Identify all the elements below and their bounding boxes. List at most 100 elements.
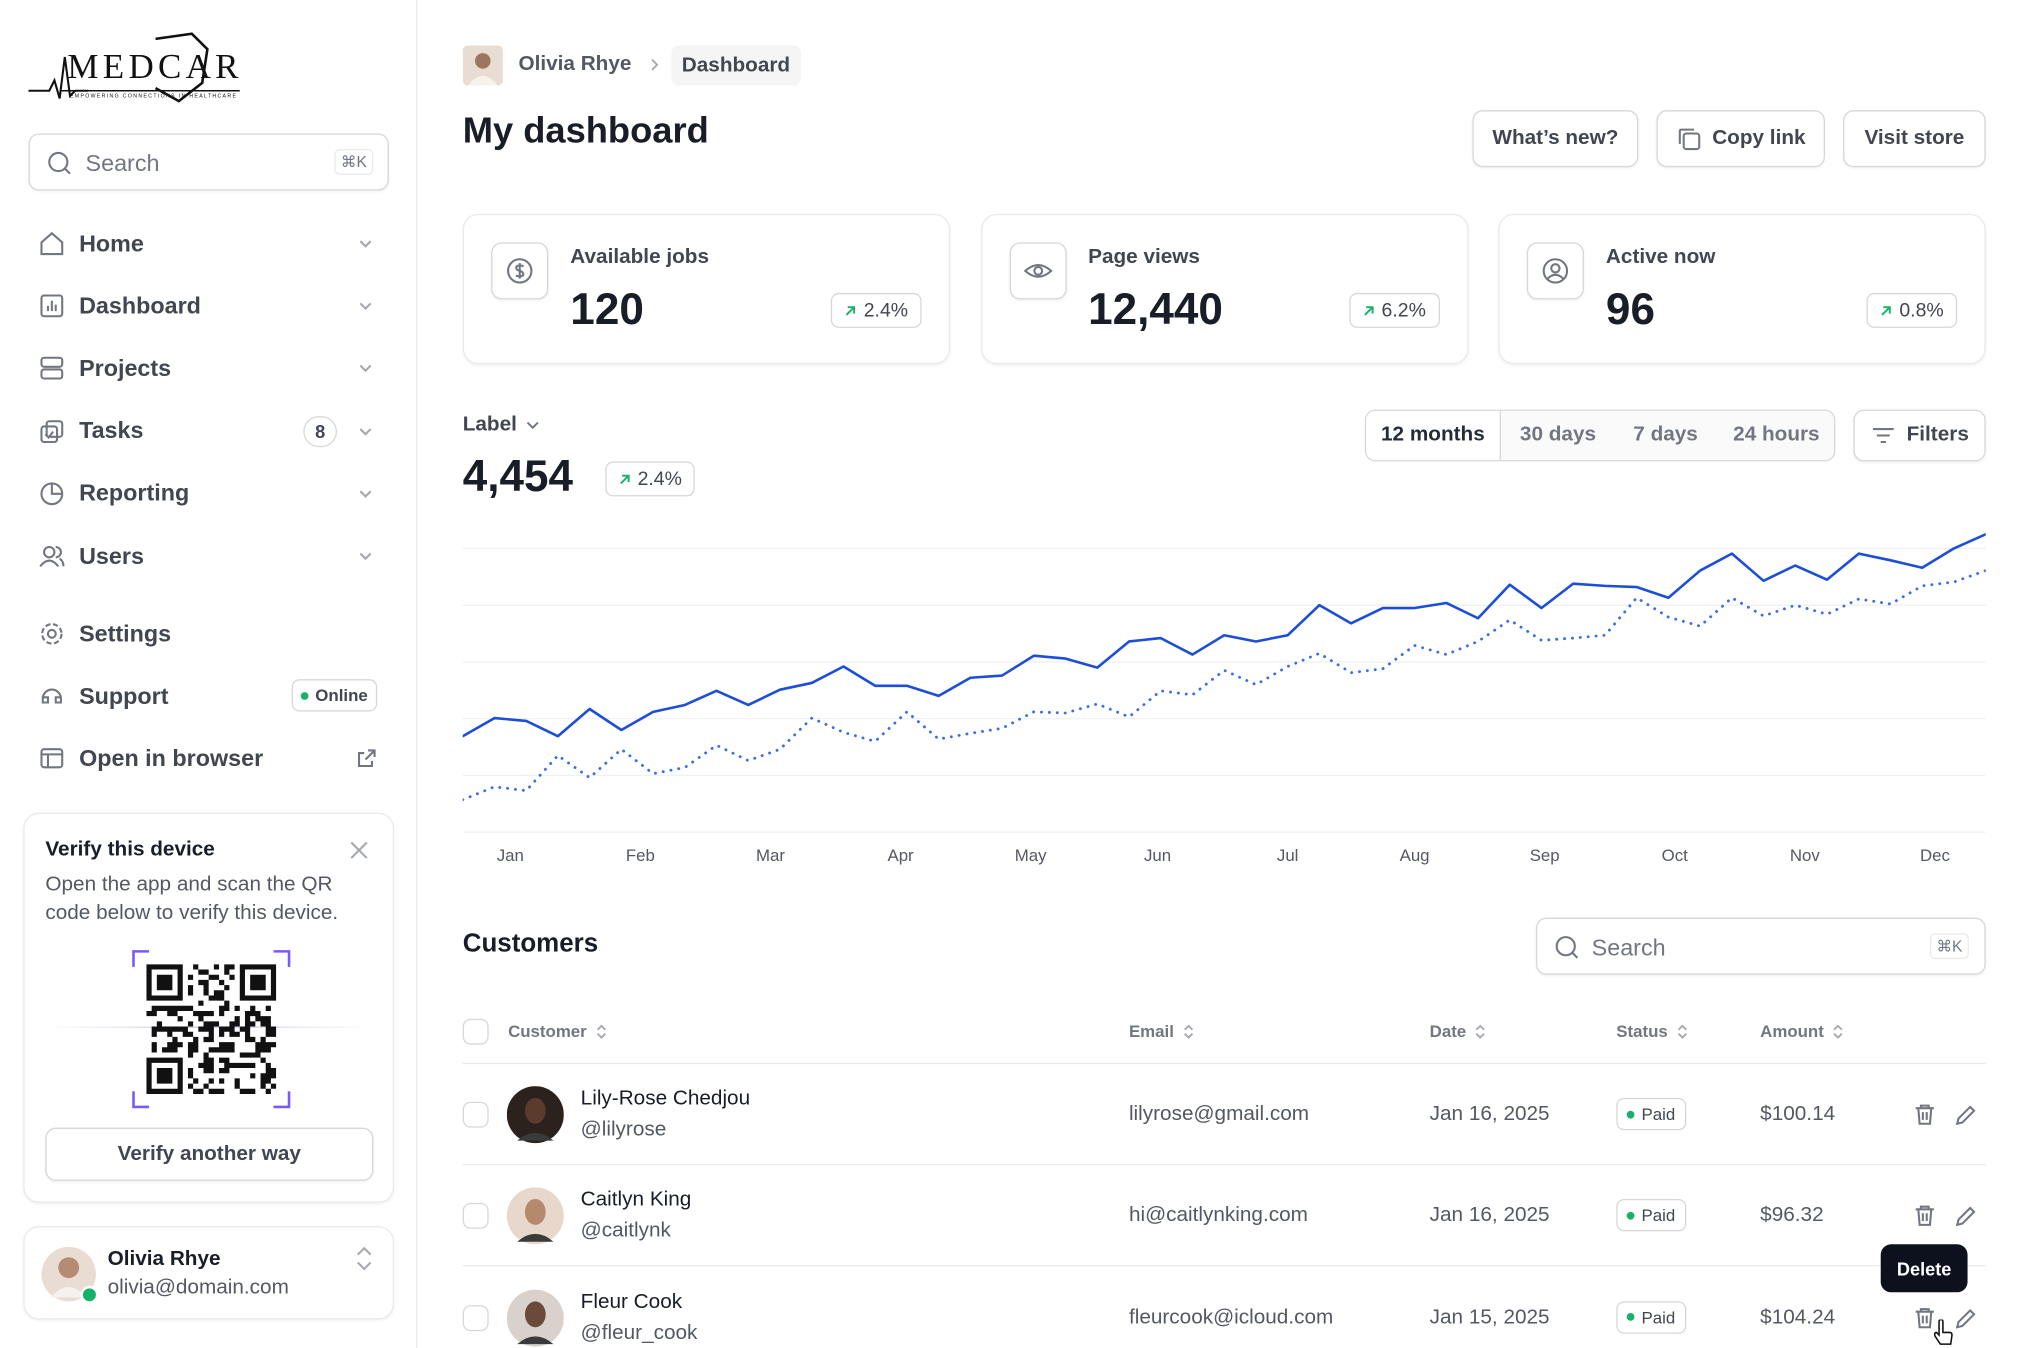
range-tab[interactable]: 24 hours bbox=[1733, 423, 1820, 446]
x-tick-label: Jan bbox=[497, 846, 524, 865]
filters-button[interactable]: Filters bbox=[1853, 409, 1986, 462]
chevron bbox=[526, 421, 539, 430]
sort-icon bbox=[1833, 1023, 1843, 1039]
customer-email: lilyrose@gmail.com bbox=[1128, 1103, 1310, 1126]
external-icon bbox=[357, 749, 376, 768]
sort-icon bbox=[1475, 1023, 1485, 1039]
stat-value: 120 bbox=[570, 285, 644, 335]
status-badge: Paid bbox=[1616, 1300, 1687, 1334]
range-tab[interactable]: 30 days bbox=[1519, 423, 1597, 446]
nav-item[interactable]: Open in browser bbox=[39, 738, 379, 779]
nav-item[interactable]: Dashboard bbox=[39, 285, 379, 326]
qr-modules bbox=[146, 964, 277, 1094]
checkbox[interactable] bbox=[462, 1101, 489, 1128]
customer-date: Jan 16, 2025 bbox=[1429, 1103, 1550, 1126]
customer-name: Fleur Cook bbox=[580, 1290, 683, 1313]
x-tick-label: Aug bbox=[1400, 846, 1430, 865]
status-dot bbox=[1627, 1110, 1636, 1118]
sort-icon bbox=[596, 1023, 606, 1039]
nav-item[interactable]: Users bbox=[39, 535, 379, 576]
delete-button[interactable] bbox=[1913, 1306, 1936, 1329]
customer-search[interactable]: Search ⌘K bbox=[1535, 917, 1986, 975]
chevron bbox=[359, 302, 372, 311]
column-header[interactable]: Customer bbox=[508, 1021, 607, 1041]
user-switch[interactable] bbox=[354, 1246, 375, 1272]
sidebar-search[interactable]: Search ⌘K bbox=[28, 133, 389, 191]
nav-label: Open in browser bbox=[79, 745, 264, 772]
tooltip: Delete bbox=[1880, 1244, 1968, 1293]
delete-button[interactable] bbox=[1913, 1103, 1936, 1126]
customer-amount: $96.32 bbox=[1760, 1204, 1824, 1227]
customer-handle: @fleur_cook bbox=[580, 1321, 698, 1344]
nav-item[interactable]: Tasks 8 bbox=[39, 410, 379, 451]
edit-button[interactable] bbox=[1955, 1205, 1978, 1228]
change-badge: 0.8% bbox=[1866, 292, 1958, 328]
delete-button[interactable] bbox=[1913, 1205, 1936, 1228]
checkbox[interactable] bbox=[462, 1018, 489, 1045]
button[interactable]: Copy link bbox=[1656, 110, 1825, 168]
column-label: Status bbox=[1616, 1021, 1668, 1041]
search-shortcut: ⌘K bbox=[1929, 933, 1969, 960]
cursor bbox=[1933, 1319, 1953, 1345]
column-header[interactable]: Status bbox=[1616, 1021, 1688, 1041]
breadcrumb-current[interactable]: Dashboard bbox=[671, 45, 801, 86]
stat-label: Active now bbox=[1605, 246, 1716, 269]
column-label: Email bbox=[1128, 1021, 1174, 1041]
x-tick-label: Oct bbox=[1662, 846, 1689, 865]
checkbox[interactable] bbox=[462, 1304, 489, 1331]
range-tab[interactable]: 7 days bbox=[1633, 423, 1698, 446]
column-header[interactable]: Amount bbox=[1760, 1021, 1844, 1041]
user-email: olivia@domain.com bbox=[107, 1276, 289, 1299]
breadcrumb-item[interactable]: Olivia Rhye bbox=[518, 53, 632, 76]
range-tab[interactable]: 12 months bbox=[1366, 410, 1501, 461]
filter-icon bbox=[1872, 427, 1894, 444]
nav-label: Home bbox=[79, 230, 144, 256]
nav-item[interactable]: Reporting bbox=[39, 473, 379, 514]
nav-badge: 8 bbox=[303, 415, 337, 447]
x-tick-label: Sep bbox=[1530, 846, 1560, 865]
customer-handle: @lilyrose bbox=[580, 1118, 667, 1141]
column-header[interactable]: Email bbox=[1128, 1021, 1195, 1041]
row-divider bbox=[462, 1062, 1986, 1065]
nav-item[interactable]: Support Online bbox=[39, 676, 379, 717]
column-header[interactable]: Date bbox=[1430, 1021, 1487, 1041]
nav-icon bbox=[40, 748, 64, 769]
user-name: Olivia Rhye bbox=[107, 1248, 221, 1271]
nav-item[interactable]: Settings bbox=[39, 613, 379, 654]
chevron bbox=[359, 365, 372, 373]
x-tick-label: Jun bbox=[1144, 846, 1171, 865]
column-label: Amount bbox=[1760, 1021, 1824, 1041]
metric-value: 4,454 bbox=[462, 452, 574, 502]
nav-icon bbox=[40, 294, 64, 318]
search-icon bbox=[1555, 936, 1579, 959]
arrow-up bbox=[1364, 305, 1374, 316]
customer-name: Caitlyn King bbox=[580, 1188, 692, 1211]
edit-button[interactable] bbox=[1955, 1306, 1978, 1329]
nav-icon bbox=[41, 688, 62, 704]
verify-button[interactable]: Verify another way bbox=[45, 1127, 374, 1181]
nav-item[interactable]: Projects bbox=[39, 348, 379, 389]
user-card[interactable]: Olivia Rhye olivia@domain.com bbox=[23, 1226, 395, 1320]
verify-card: Verify this device Open the app and scan… bbox=[23, 812, 395, 1203]
customer-email: hi@caitlynking.com bbox=[1128, 1204, 1308, 1227]
nav-icon bbox=[39, 545, 65, 568]
checkbox[interactable] bbox=[462, 1203, 489, 1230]
metric-dropdown[interactable]: Label bbox=[463, 413, 541, 436]
nav-label: Tasks bbox=[79, 417, 144, 444]
change-value: 2.4% bbox=[863, 299, 909, 322]
search-shortcut: ⌘K bbox=[334, 149, 374, 175]
close-button[interactable] bbox=[349, 840, 370, 861]
verify-text: Open the app and scan the QR code below … bbox=[45, 873, 339, 925]
nav-item[interactable]: Home bbox=[39, 223, 379, 264]
status-badge: Paid bbox=[1616, 1097, 1687, 1131]
button[interactable]: Visit store bbox=[1843, 110, 1986, 168]
icon bbox=[1542, 258, 1569, 284]
button[interactable]: What’s new? bbox=[1472, 110, 1639, 168]
qr-code bbox=[132, 950, 291, 1109]
x-tick-label: Apr bbox=[887, 846, 914, 865]
search-icon bbox=[48, 151, 71, 175]
search-placeholder: Search bbox=[1591, 934, 1666, 961]
search-placeholder: Search bbox=[85, 150, 160, 177]
nav-label: Projects bbox=[79, 355, 172, 381]
edit-button[interactable] bbox=[1955, 1103, 1978, 1126]
